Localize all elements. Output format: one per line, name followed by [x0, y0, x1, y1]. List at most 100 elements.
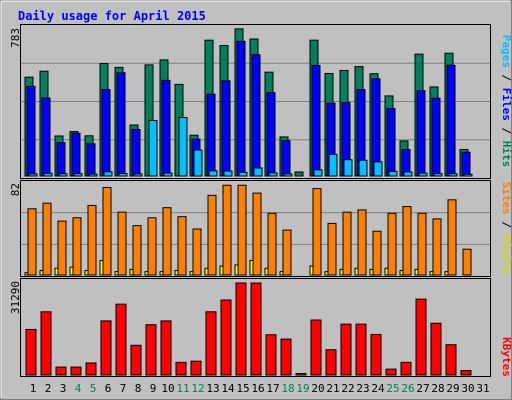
day-label: 1: [30, 382, 37, 395]
sites-bar: [222, 184, 232, 276]
sites-bar: [207, 194, 217, 276]
sites-bar: [417, 212, 427, 276]
sites-bar: [372, 230, 382, 276]
day-label: 5: [90, 382, 97, 395]
legend-visits: Visits: [500, 235, 512, 275]
sites-bar: [267, 212, 277, 276]
day-label: 8: [135, 382, 142, 395]
day-label: 7: [120, 382, 127, 395]
sites-bar: [282, 229, 292, 276]
kbytes-bar: [265, 334, 277, 376]
pages-bar: [238, 171, 248, 177]
hits-ymax-label: 783: [9, 28, 22, 48]
kbytes-bar: [130, 344, 142, 376]
kbytes-bar: [280, 338, 292, 376]
files-bar: [41, 97, 51, 177]
kbytes-bar: [385, 368, 397, 376]
day-label: 4: [75, 382, 82, 395]
files-bar: [251, 54, 261, 177]
sites-bar: [177, 216, 187, 276]
pages-bar: [28, 173, 38, 177]
pages-bar: [73, 173, 83, 177]
sites-bar: [312, 188, 322, 276]
sites-bar: [327, 222, 337, 276]
kbytes-bar: [295, 373, 307, 376]
sites-bar: [432, 218, 442, 276]
files-bar: [236, 40, 246, 177]
kbytes-bar: [310, 319, 322, 376]
pages-bar: [358, 159, 368, 177]
kbytes-bar: [205, 311, 217, 376]
sites-bar: [237, 184, 247, 276]
kbytes-bar: [85, 362, 97, 376]
legend-pages: Pages: [500, 35, 512, 68]
kbytes-bar: [175, 361, 187, 376]
day-label: 20: [311, 382, 324, 395]
kbytes-bar: [145, 324, 157, 376]
day-label: 29: [446, 382, 459, 395]
day-label: 13: [206, 382, 219, 395]
files-bar: [161, 79, 171, 177]
files-bar: [416, 90, 426, 177]
kbytes-bar: [115, 303, 127, 376]
legend-sep: /: [500, 121, 512, 141]
day-label: 6: [105, 382, 112, 395]
files-bar: [131, 128, 141, 177]
hits-files-pages-bars: [24, 28, 473, 177]
sites-bar: [57, 220, 67, 276]
legend-sites: Sites: [500, 182, 512, 215]
files-bar: [221, 80, 231, 177]
files-bar: [266, 92, 276, 177]
files-bar: [86, 143, 96, 177]
kbytes-ymax-label: 31290: [9, 281, 22, 314]
kbytes-bar: [415, 298, 427, 376]
files-bar: [56, 142, 66, 177]
files-bar: [386, 108, 396, 177]
legend-hits: Hits: [500, 141, 512, 168]
files-bar: [311, 64, 321, 177]
sites-bar: [252, 192, 262, 276]
kbytes-bar: [430, 322, 442, 376]
sites-bar: [147, 217, 157, 276]
day-label: 21: [326, 382, 339, 395]
files-bar: [446, 64, 456, 177]
pages-bar: [193, 149, 203, 177]
day-label: 9: [150, 382, 157, 395]
kbytes-bar: [235, 282, 247, 376]
day-label: 17: [266, 382, 279, 395]
files-bar: [116, 72, 126, 177]
pages-bar: [268, 172, 278, 177]
kbytes-bar: [25, 328, 37, 376]
pages-bar: [283, 173, 293, 177]
sites-bar: [402, 206, 412, 276]
sites-bar: [42, 202, 52, 276]
panel-visits-frame: [20, 180, 491, 277]
kbytes-bars: [25, 282, 472, 376]
day-label: 30: [461, 382, 474, 395]
legend-sep: /: [500, 68, 512, 88]
legend-files: Files: [500, 88, 512, 121]
kbytes-bar: [400, 361, 412, 376]
pages-bar: [88, 173, 98, 177]
files-bar: [101, 89, 111, 177]
hits-legend: Pages / Files / Hits: [500, 35, 512, 168]
sites-bar: [27, 208, 37, 276]
pages-bar: [208, 170, 218, 177]
day-label: 28: [431, 382, 444, 395]
pages-bar: [103, 171, 113, 177]
day-label: 22: [341, 382, 354, 395]
day-label: 14: [221, 382, 235, 395]
sites-bar: [462, 248, 472, 276]
pages-bar: [118, 173, 128, 177]
pages-bar: [448, 173, 458, 177]
kbytes-legend: KBytes: [500, 337, 512, 377]
day-label: 31: [476, 382, 489, 395]
day-label: 16: [251, 382, 264, 395]
kbytes-bar: [40, 311, 52, 376]
panel-hits-frame: [20, 24, 491, 179]
pages-bar: [253, 167, 263, 177]
kbytes-bar: [190, 360, 202, 376]
kbytes-bar: [445, 344, 457, 376]
